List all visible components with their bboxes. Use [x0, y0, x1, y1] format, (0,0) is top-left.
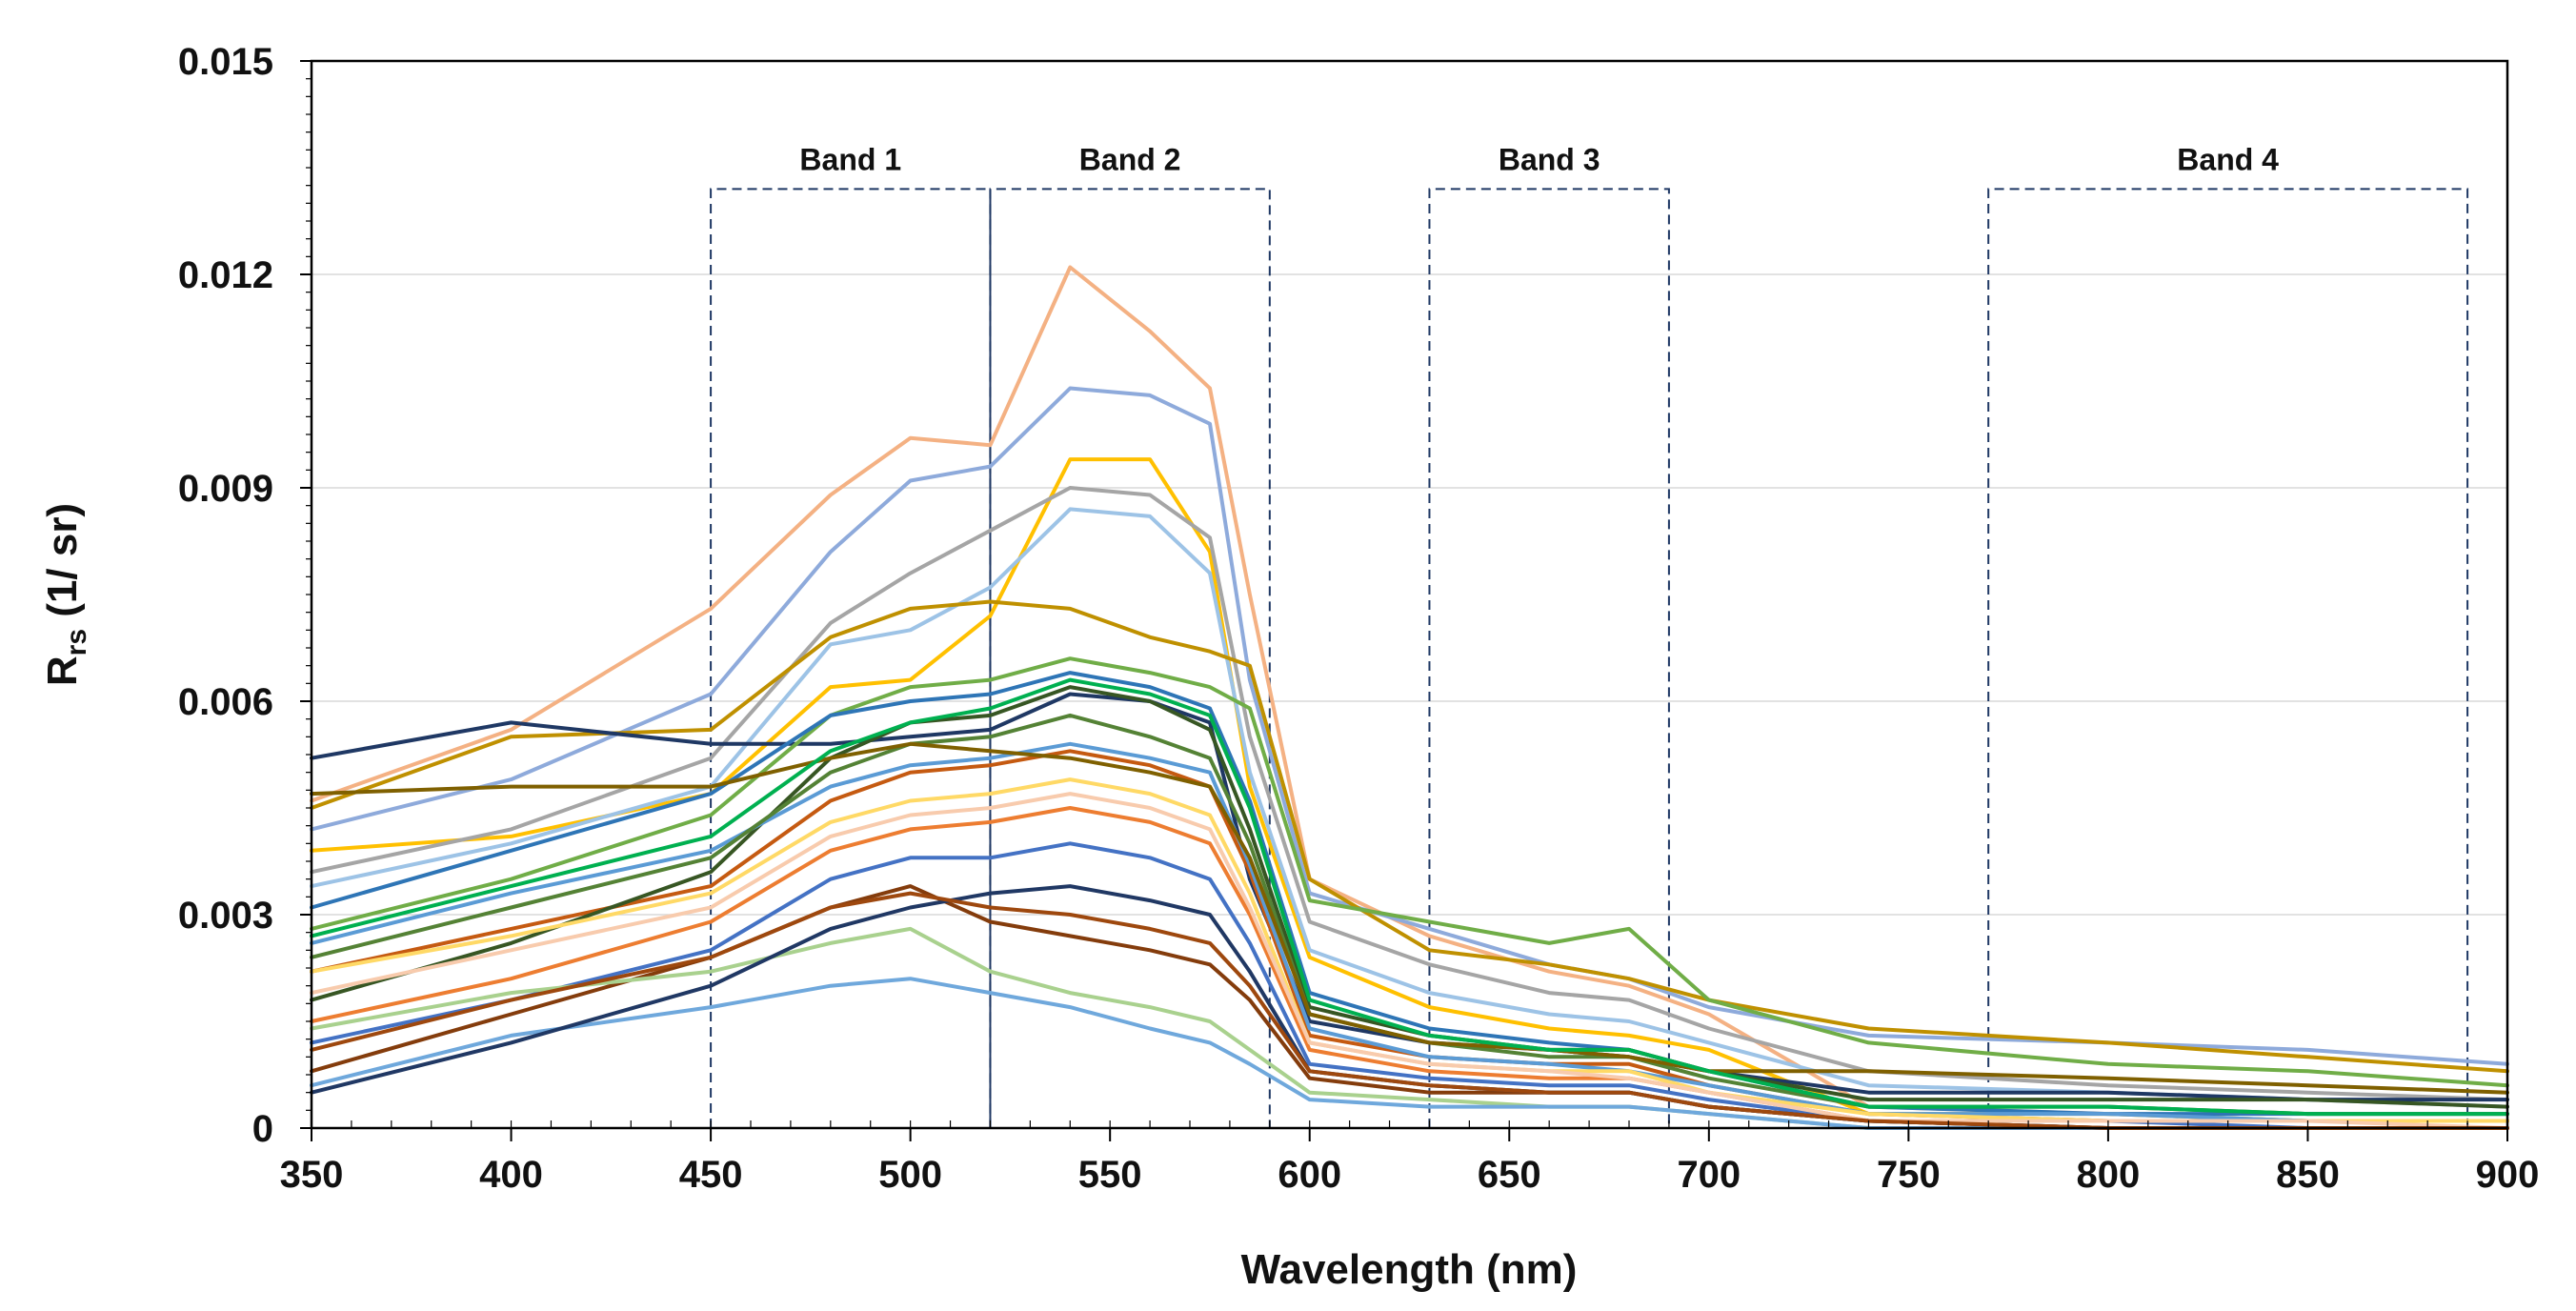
x-tick-label: 650 — [1478, 1154, 1541, 1196]
x-axis-title: Wavelength (nm) — [1241, 1246, 1578, 1293]
axis-labels: 0 0.003 0.006 0.009 0.012 0.015 350 400 450 500 55… — [178, 41, 2539, 1196]
x-tick-label: 800 — [2077, 1154, 2141, 1196]
band-boxes: Band 1 Band 2 Band 3 Band 4 — [710, 142, 2469, 1128]
series-line-19 — [310, 777, 2509, 1123]
y-axis-title-unit: (1/ sr) — [39, 503, 86, 629]
series-line-22 — [310, 792, 2509, 1130]
series-line-24 — [310, 677, 2509, 1117]
y-tick-label: 0.009 — [178, 468, 273, 510]
band-box-4 — [1987, 188, 2469, 1128]
x-tick-label: 900 — [2476, 1154, 2540, 1196]
series-line-5 — [310, 507, 2509, 1109]
y-tick-label: 0.015 — [178, 41, 273, 83]
series-line-12 — [310, 741, 2509, 1123]
y-tick-label: 0.003 — [178, 895, 273, 937]
band-label-4: Band 4 — [2177, 142, 2279, 176]
band-label-3: Band 3 — [1499, 142, 1600, 176]
series-line-6 — [310, 599, 2509, 1074]
x-tick-label: 550 — [1078, 1154, 1142, 1196]
x-tick-label: 350 — [280, 1154, 344, 1196]
gridlines — [312, 273, 2507, 916]
x-tick-label: 450 — [679, 1154, 743, 1196]
y-axis-title-main: R — [39, 656, 86, 686]
series-line-1 — [310, 265, 2509, 1123]
y-tick-label: 0 — [252, 1108, 273, 1150]
y-tick-label: 0.006 — [178, 681, 273, 723]
band-box-3 — [1428, 188, 1670, 1128]
series-line-7 — [310, 692, 2509, 1102]
x-tick-label: 400 — [479, 1154, 543, 1196]
x-tick-label: 750 — [1877, 1154, 1941, 1196]
y-axis-title-sub: rs — [61, 629, 92, 656]
y-axis-title: Rrs (1/ sr) — [39, 503, 92, 686]
x-tick-label: 700 — [1677, 1154, 1741, 1196]
y-tick-label: 0.012 — [178, 254, 273, 296]
axis-ticks — [300, 60, 2508, 1141]
series-line-20 — [310, 741, 2509, 1095]
x-tick-label: 500 — [878, 1154, 942, 1196]
x-tick-label: 850 — [2276, 1154, 2340, 1196]
x-tick-label: 600 — [1278, 1154, 1341, 1196]
series-lines — [310, 265, 2509, 1130]
band-label-2: Band 2 — [1079, 142, 1181, 176]
series-line-4 — [310, 486, 2509, 1102]
series-line-2 — [310, 386, 2509, 1066]
band-label-1: Band 1 — [799, 142, 901, 176]
